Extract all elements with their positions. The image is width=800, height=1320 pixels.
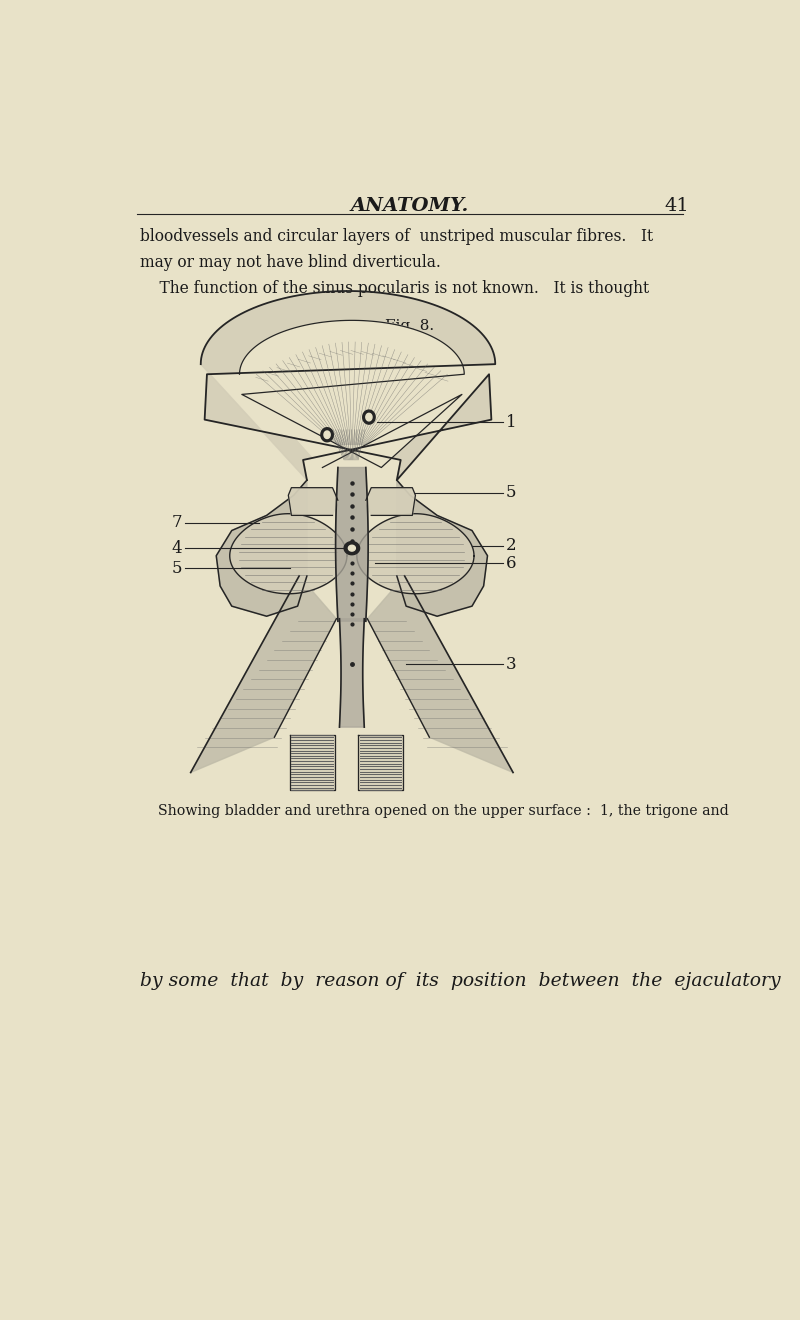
Text: bloodvessels and circular layers of  unstriped muscular fibres.   It: bloodvessels and circular layers of unst… [140, 227, 654, 244]
Text: 7: 7 [171, 515, 182, 532]
Text: 2: 2 [506, 537, 517, 554]
Text: Fig. 8.: Fig. 8. [386, 319, 434, 333]
Polygon shape [344, 541, 360, 554]
Polygon shape [321, 428, 334, 442]
Text: 5: 5 [172, 560, 182, 577]
Text: Showing bladder and urethra opened on the upper surface :  1, the trigone and: Showing bladder and urethra opened on th… [140, 804, 729, 818]
Polygon shape [366, 487, 415, 515]
Polygon shape [362, 411, 375, 424]
Polygon shape [239, 321, 464, 467]
Text: 3: 3 [506, 656, 517, 673]
Polygon shape [288, 487, 338, 515]
Polygon shape [324, 430, 330, 438]
Polygon shape [201, 290, 495, 480]
Text: The function of the sinus pocularis is not known.   It is thought: The function of the sinus pocularis is n… [140, 280, 650, 297]
Text: 4: 4 [171, 540, 182, 557]
Text: may or may not have blind diverticula.: may or may not have blind diverticula. [140, 253, 441, 271]
Text: 41: 41 [664, 197, 689, 215]
Polygon shape [367, 576, 513, 772]
Text: 1: 1 [506, 413, 517, 430]
Polygon shape [366, 413, 372, 421]
Polygon shape [290, 735, 335, 791]
Polygon shape [357, 513, 474, 594]
Polygon shape [358, 735, 403, 791]
Text: ANATOMY.: ANATOMY. [351, 197, 469, 215]
Text: 6: 6 [506, 554, 517, 572]
Polygon shape [339, 619, 364, 727]
Polygon shape [190, 576, 336, 772]
Polygon shape [216, 480, 307, 616]
Polygon shape [336, 467, 368, 622]
Polygon shape [348, 545, 355, 550]
Text: by some  that  by  reason of  its  position  between  the  ejaculatory: by some that by reason of its position b… [140, 972, 781, 990]
Polygon shape [230, 513, 347, 594]
Text: 5: 5 [506, 484, 517, 502]
Polygon shape [397, 480, 487, 616]
